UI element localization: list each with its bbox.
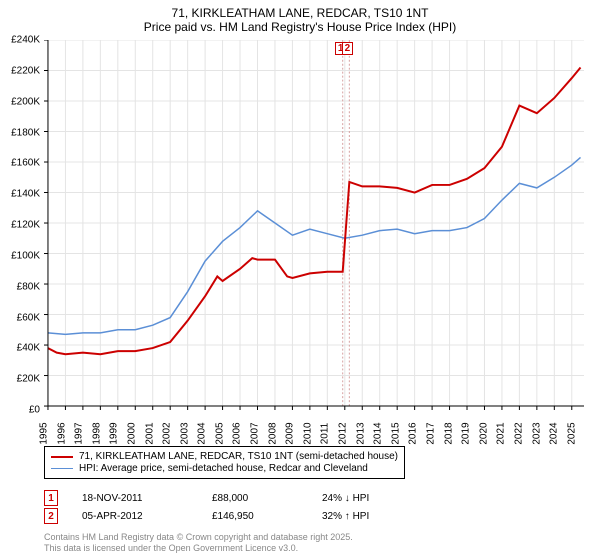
x-tick-label: 2010 (302, 422, 313, 444)
sale-table: 1 18-NOV-2011 £88,000 24% ↓ HPI 2 05-APR… (44, 490, 422, 526)
sale-index-badge: 2 (44, 508, 58, 524)
x-tick-label: 2013 (355, 422, 366, 444)
x-tick-label: 2021 (496, 422, 507, 444)
x-tick-label: 2008 (267, 422, 278, 444)
x-tick-label: 2014 (373, 422, 384, 444)
sale-price: £146,950 (212, 511, 322, 522)
table-row: 2 05-APR-2012 £146,950 32% ↑ HPI (44, 508, 422, 524)
x-tick-label: 2025 (566, 422, 577, 444)
y-tick-label: £120K (0, 220, 40, 231)
table-row: 1 18-NOV-2011 £88,000 24% ↓ HPI (44, 490, 422, 506)
title-address: 71, KIRKLEATHAM LANE, REDCAR, TS10 1NT (0, 6, 600, 20)
legend-item: 71, KIRKLEATHAM LANE, REDCAR, TS10 1NT (… (51, 451, 398, 462)
legend-label: 71, KIRKLEATHAM LANE, REDCAR, TS10 1NT (… (79, 451, 398, 462)
x-tick-label: 1996 (56, 422, 67, 444)
x-tick-label: 2023 (531, 422, 542, 444)
legend-swatch-icon (51, 456, 73, 458)
y-tick-label: £240K (0, 35, 40, 46)
y-tick-label: £180K (0, 127, 40, 138)
attribution: Contains HM Land Registry data © Crown c… (44, 532, 353, 554)
sale-delta: 24% ↓ HPI (322, 493, 422, 504)
chart-container: 71, KIRKLEATHAM LANE, REDCAR, TS10 1NT P… (0, 0, 600, 560)
x-tick-label: 2020 (478, 422, 489, 444)
y-tick-label: £80K (0, 281, 40, 292)
y-tick-label: £140K (0, 189, 40, 200)
x-tick-label: 2022 (513, 422, 524, 444)
x-tick-label: 1998 (91, 422, 102, 444)
x-tick-label: 2024 (549, 422, 560, 444)
x-tick-label: 2001 (144, 422, 155, 444)
x-tick-label: 2017 (425, 422, 436, 444)
x-tick-label: 2016 (408, 422, 419, 444)
x-tick-label: 2005 (214, 422, 225, 444)
x-tick-label: 2012 (338, 422, 349, 444)
title-subtitle: Price paid vs. HM Land Registry's House … (0, 20, 600, 34)
legend-label: HPI: Average price, semi-detached house,… (79, 463, 368, 474)
y-tick-label: £60K (0, 312, 40, 323)
y-tick-label: £100K (0, 250, 40, 261)
y-tick-label: £0 (0, 405, 40, 416)
title-block: 71, KIRKLEATHAM LANE, REDCAR, TS10 1NT P… (0, 0, 600, 36)
sale-marker-badge: 2 (342, 42, 354, 55)
attribution-line: This data is licensed under the Open Gov… (44, 543, 353, 554)
x-tick-label: 2006 (232, 422, 243, 444)
x-tick-label: 2007 (250, 422, 261, 444)
y-tick-label: £20K (0, 374, 40, 385)
legend: 71, KIRKLEATHAM LANE, REDCAR, TS10 1NT (… (44, 446, 405, 479)
attribution-line: Contains HM Land Registry data © Crown c… (44, 532, 353, 543)
sale-index-badge: 1 (44, 490, 58, 506)
legend-item: HPI: Average price, semi-detached house,… (51, 463, 398, 474)
y-tick-label: £200K (0, 96, 40, 107)
x-tick-label: 1999 (109, 422, 120, 444)
y-tick-label: £40K (0, 343, 40, 354)
line-chart-svg (44, 40, 584, 410)
x-tick-label: 2015 (390, 422, 401, 444)
plot-area: £0£20K£40K£60K£80K£100K£120K£140K£160K£1… (44, 40, 584, 410)
x-tick-label: 2019 (461, 422, 472, 444)
legend-swatch-icon (51, 468, 73, 469)
sale-delta: 32% ↑ HPI (322, 511, 422, 522)
x-tick-label: 2018 (443, 422, 454, 444)
y-tick-label: £220K (0, 65, 40, 76)
x-tick-label: 1997 (74, 422, 85, 444)
x-tick-label: 2011 (320, 423, 331, 445)
x-tick-label: 1995 (39, 422, 50, 444)
y-tick-label: £160K (0, 158, 40, 169)
x-tick-label: 2004 (197, 422, 208, 444)
x-tick-label: 2000 (126, 422, 137, 444)
sale-date: 18-NOV-2011 (82, 493, 212, 504)
x-tick-label: 2002 (162, 422, 173, 444)
sale-date: 05-APR-2012 (82, 511, 212, 522)
x-tick-label: 2003 (179, 422, 190, 444)
x-tick-label: 2009 (285, 422, 296, 444)
sale-price: £88,000 (212, 493, 322, 504)
